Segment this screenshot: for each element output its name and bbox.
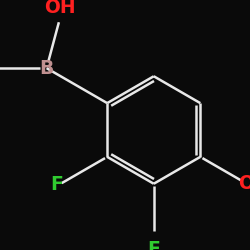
Text: F: F — [51, 175, 64, 194]
Text: O: O — [238, 174, 250, 193]
Text: F: F — [147, 240, 160, 250]
Text: B: B — [40, 59, 54, 78]
Text: OH: OH — [44, 0, 75, 17]
